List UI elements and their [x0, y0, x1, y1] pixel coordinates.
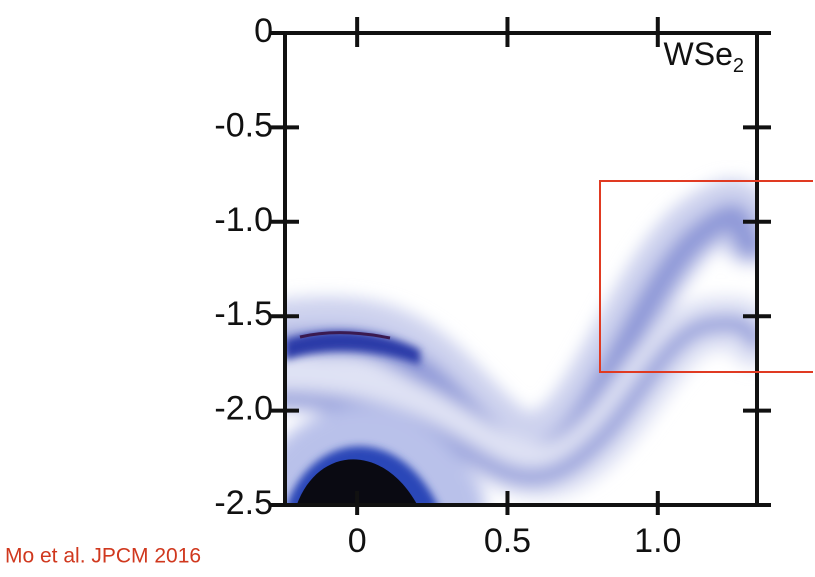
plot-frame [283, 31, 759, 507]
annotation: WSe2 [664, 36, 744, 77]
x-tick-label: 1.0 [634, 522, 681, 560]
intensity-map [285, 33, 757, 505]
y-tick-label: -2.0 [214, 390, 273, 428]
y-tick-label: -0.5 [214, 106, 273, 144]
highlight-box [599, 180, 813, 373]
y-tick-label: 0 [254, 12, 273, 50]
y-tick-label: -1.5 [214, 295, 273, 333]
x-tick-label: 0.5 [484, 522, 531, 560]
y-tick-label: -1.0 [214, 201, 273, 239]
y-tick-label: -2.5 [214, 484, 273, 522]
source-caption: Mo et al. JPCM 2016 [5, 545, 201, 568]
x-tick-label: 0 [348, 522, 367, 560]
